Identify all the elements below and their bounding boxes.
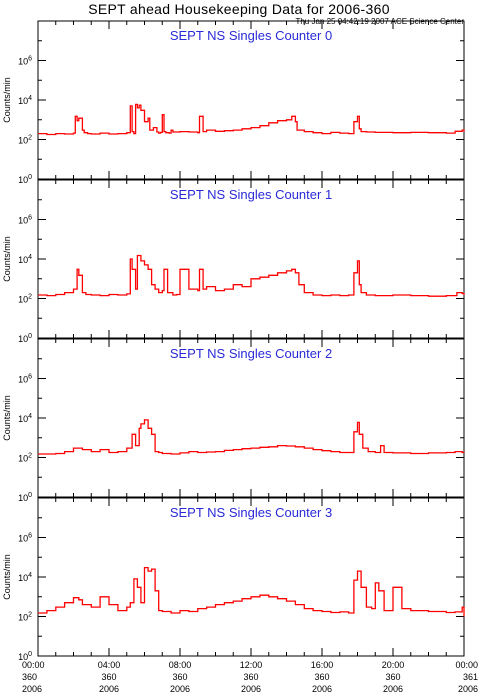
x-tick-label-time: 20:00 bbox=[382, 660, 405, 670]
y-tick-label: 102 bbox=[18, 135, 32, 146]
y-tick-label: 102 bbox=[18, 453, 32, 464]
y-tick-label: 104 bbox=[18, 95, 32, 106]
y-axis-label: Counts/min bbox=[2, 554, 12, 600]
y-tick-label: 106 bbox=[18, 215, 32, 226]
y-tick-label: 106 bbox=[18, 533, 32, 544]
plot-frame bbox=[37, 338, 465, 498]
y-tick-label: 106 bbox=[18, 56, 32, 67]
series-line bbox=[38, 566, 465, 617]
x-tick-label-year: 2006 bbox=[383, 684, 403, 694]
panel-title: SEPT NS Singles Counter 3 bbox=[170, 505, 332, 520]
y-tick-label: 100 bbox=[18, 333, 32, 344]
x-tick-label-day: 360 bbox=[101, 672, 116, 682]
panel-title: SEPT NS Singles Counter 2 bbox=[170, 346, 332, 361]
x-tick-label-day: 361 bbox=[463, 672, 478, 682]
y-tick-label: 104 bbox=[18, 413, 32, 424]
x-tick-label-year: 2006 bbox=[22, 684, 42, 694]
series-line bbox=[38, 103, 465, 136]
y-tick-label: 102 bbox=[18, 294, 32, 305]
y-tick-label: 104 bbox=[18, 572, 32, 583]
x-tick-label-day: 360 bbox=[385, 672, 400, 682]
x-tick-label-year: 2006 bbox=[170, 684, 190, 694]
y-tick-label: 106 bbox=[18, 374, 32, 385]
y-axis-label: Counts/min bbox=[2, 395, 12, 441]
y-tick-label: 104 bbox=[18, 254, 32, 265]
x-tick-label-time: 00:00 bbox=[455, 660, 478, 670]
plot-frame bbox=[37, 179, 465, 339]
y-tick-label: 100 bbox=[18, 174, 32, 185]
x-tick-label-year: 2006 bbox=[458, 684, 478, 694]
series-line bbox=[38, 254, 465, 297]
x-tick-label-day: 360 bbox=[314, 672, 329, 682]
plot-frame bbox=[37, 497, 465, 657]
x-tick-label-time: 00:00 bbox=[22, 660, 45, 670]
x-tick-label-time: 08:00 bbox=[169, 660, 192, 670]
y-tick-label: 100 bbox=[18, 492, 32, 503]
y-tick-label: 102 bbox=[18, 612, 32, 623]
y-tick-label: 100 bbox=[18, 651, 32, 662]
panel-title: SEPT NS Singles Counter 1 bbox=[170, 187, 332, 202]
plot-frame bbox=[37, 20, 465, 180]
x-tick-label-day: 360 bbox=[243, 672, 258, 682]
x-tick-label-year: 2006 bbox=[241, 684, 261, 694]
y-axis-label: Counts/min bbox=[2, 236, 12, 282]
x-tick-label-day: 360 bbox=[172, 672, 187, 682]
x-tick-label-year: 2006 bbox=[312, 684, 332, 694]
x-tick-label-year: 2006 bbox=[99, 684, 119, 694]
x-tick-label-day: 360 bbox=[22, 672, 37, 682]
x-tick-label-time: 16:00 bbox=[311, 660, 334, 670]
series-line bbox=[38, 419, 465, 455]
x-tick-label-time: 04:00 bbox=[98, 660, 121, 670]
chart-title: SEPT ahead Housekeeping Data for 2006-36… bbox=[88, 1, 390, 17]
y-axis-label: Counts/min bbox=[2, 77, 12, 123]
panel-title: SEPT NS Singles Counter 0 bbox=[170, 28, 332, 43]
x-tick-label-time: 12:00 bbox=[240, 660, 263, 670]
